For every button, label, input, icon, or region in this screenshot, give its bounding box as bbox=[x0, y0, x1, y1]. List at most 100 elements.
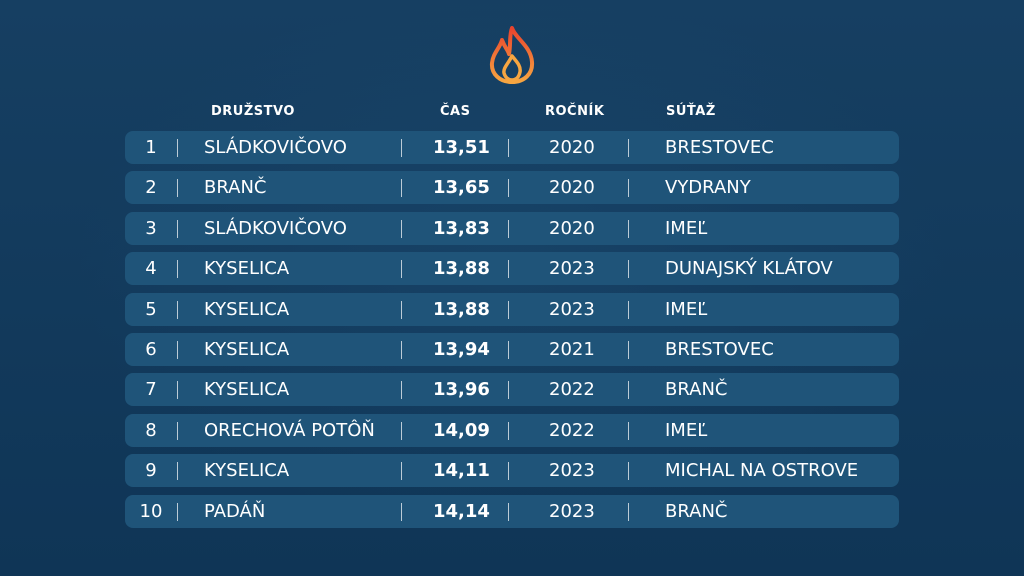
column-divider bbox=[177, 219, 178, 238]
competition-cell: VYDRANY bbox=[665, 177, 751, 199]
year-cell: 2023 bbox=[549, 258, 595, 280]
year-cell: 2020 bbox=[549, 137, 595, 158]
time-cell: 14,11 bbox=[433, 460, 490, 482]
column-divider bbox=[508, 260, 509, 279]
column-divider bbox=[628, 260, 629, 279]
time-cell: 13,83 bbox=[433, 217, 490, 239]
competition-cell: DUNAJSKÝ KLÁTOV bbox=[665, 258, 833, 280]
rank-cell: 3 bbox=[145, 217, 157, 239]
column-divider bbox=[508, 381, 509, 400]
column-divider bbox=[508, 219, 509, 238]
column-divider bbox=[628, 502, 629, 521]
rank-cell: 10 bbox=[139, 500, 163, 522]
rank-cell: 5 bbox=[145, 298, 157, 320]
team-cell: PADÁŇ bbox=[204, 500, 266, 522]
column-divider bbox=[177, 139, 178, 157]
time-cell: 13,94 bbox=[433, 338, 490, 360]
year-cell: 2022 bbox=[549, 419, 595, 441]
competition-cell: IMEĽ bbox=[665, 217, 708, 239]
table-row: 8 ORECHOVÁ POTÔŇ 14,09 2022 IMEĽ bbox=[125, 413, 899, 447]
flame-icon bbox=[489, 26, 535, 84]
rank-cell: 6 bbox=[145, 338, 157, 360]
column-divider bbox=[401, 462, 402, 481]
column-divider bbox=[628, 462, 629, 481]
team-cell: SLÁDKOVIČOVO bbox=[204, 137, 347, 158]
year-cell: 2020 bbox=[549, 217, 595, 239]
rank-cell: 1 bbox=[145, 137, 157, 158]
column-divider bbox=[177, 179, 178, 198]
time-cell: 13,65 bbox=[433, 177, 490, 199]
column-divider bbox=[177, 381, 178, 400]
column-divider bbox=[177, 260, 178, 279]
column-header-competition: SÚŤAŽ bbox=[666, 104, 716, 119]
column-header-team: DRUŽSTVO bbox=[211, 104, 295, 119]
time-cell: 13,51 bbox=[433, 137, 490, 158]
column-divider bbox=[401, 139, 402, 157]
column-divider bbox=[177, 502, 178, 521]
year-cell: 2023 bbox=[549, 500, 595, 522]
rank-cell: 9 bbox=[145, 460, 157, 482]
column-divider bbox=[628, 139, 629, 157]
table-row: 3 SLÁDKOVIČOVO 13,83 2020 IMEĽ bbox=[125, 211, 899, 245]
table-header: DRUŽSTVO ČAS ROČNÍK SÚŤAŽ bbox=[0, 104, 1024, 124]
table-row: 7 KYSELICA 13,96 2022 BRANČ bbox=[125, 373, 899, 407]
competition-cell: MICHAL NA OSTROVE bbox=[665, 460, 859, 482]
team-cell: KYSELICA bbox=[204, 298, 290, 320]
column-divider bbox=[177, 340, 178, 359]
column-divider bbox=[401, 260, 402, 279]
competition-cell: BRESTOVEC bbox=[665, 137, 774, 158]
column-divider bbox=[508, 421, 509, 440]
rank-cell: 4 bbox=[145, 258, 157, 280]
year-cell: 2020 bbox=[549, 177, 595, 199]
column-divider bbox=[401, 179, 402, 198]
year-cell: 2023 bbox=[549, 460, 595, 482]
team-cell: KYSELICA bbox=[204, 338, 290, 360]
year-cell: 2023 bbox=[549, 298, 595, 320]
column-divider bbox=[628, 381, 629, 400]
table-row: 5 KYSELICA 13,88 2023 IMEĽ bbox=[125, 292, 899, 326]
team-cell: KYSELICA bbox=[204, 379, 290, 401]
competition-cell: BRESTOVEC bbox=[665, 338, 774, 360]
year-cell: 2022 bbox=[549, 379, 595, 401]
team-cell: BRANČ bbox=[204, 177, 267, 199]
column-divider bbox=[401, 502, 402, 521]
table-row: 4 KYSELICA 13,88 2023 DUNAJSKÝ KLÁTOV bbox=[125, 252, 899, 286]
team-cell: SLÁDKOVIČOVO bbox=[204, 217, 347, 239]
team-cell: ORECHOVÁ POTÔŇ bbox=[204, 419, 375, 441]
table-row: 2 BRANČ 13,65 2020 VYDRANY bbox=[125, 171, 899, 205]
column-divider bbox=[508, 300, 509, 319]
table-row: 6 KYSELICA 13,94 2021 BRESTOVEC bbox=[125, 332, 899, 366]
column-divider bbox=[508, 179, 509, 198]
table-row: 1 SLÁDKOVIČOVO 13,51 2020 BRESTOVEC bbox=[125, 131, 899, 164]
column-header-year: ROČNÍK bbox=[545, 104, 605, 119]
column-divider bbox=[628, 179, 629, 198]
column-divider bbox=[628, 421, 629, 440]
column-divider bbox=[628, 300, 629, 319]
column-header-time: ČAS bbox=[440, 104, 471, 119]
column-divider bbox=[508, 340, 509, 359]
time-cell: 13,96 bbox=[433, 379, 490, 401]
column-divider bbox=[177, 421, 178, 440]
rank-cell: 7 bbox=[145, 379, 157, 401]
column-divider bbox=[401, 340, 402, 359]
time-cell: 13,88 bbox=[433, 298, 490, 320]
column-divider bbox=[401, 300, 402, 319]
competition-cell: IMEĽ bbox=[665, 419, 708, 441]
time-cell: 14,14 bbox=[433, 500, 490, 522]
results-table: 1 SLÁDKOVIČOVO 13,51 2020 BRESTOVEC 2 BRANČ 13,… bbox=[125, 131, 899, 535]
column-divider bbox=[508, 462, 509, 481]
column-divider bbox=[401, 381, 402, 400]
column-divider bbox=[628, 219, 629, 238]
time-cell: 13,88 bbox=[433, 258, 490, 280]
competition-cell: BRANČ bbox=[665, 500, 728, 522]
column-divider bbox=[177, 462, 178, 481]
column-divider bbox=[508, 502, 509, 521]
team-cell: KYSELICA bbox=[204, 460, 290, 482]
column-divider bbox=[508, 139, 509, 157]
competition-cell: BRANČ bbox=[665, 379, 728, 401]
column-divider bbox=[401, 219, 402, 238]
column-divider bbox=[401, 421, 402, 440]
column-divider bbox=[177, 300, 178, 319]
time-cell: 14,09 bbox=[433, 419, 490, 441]
column-divider bbox=[628, 340, 629, 359]
